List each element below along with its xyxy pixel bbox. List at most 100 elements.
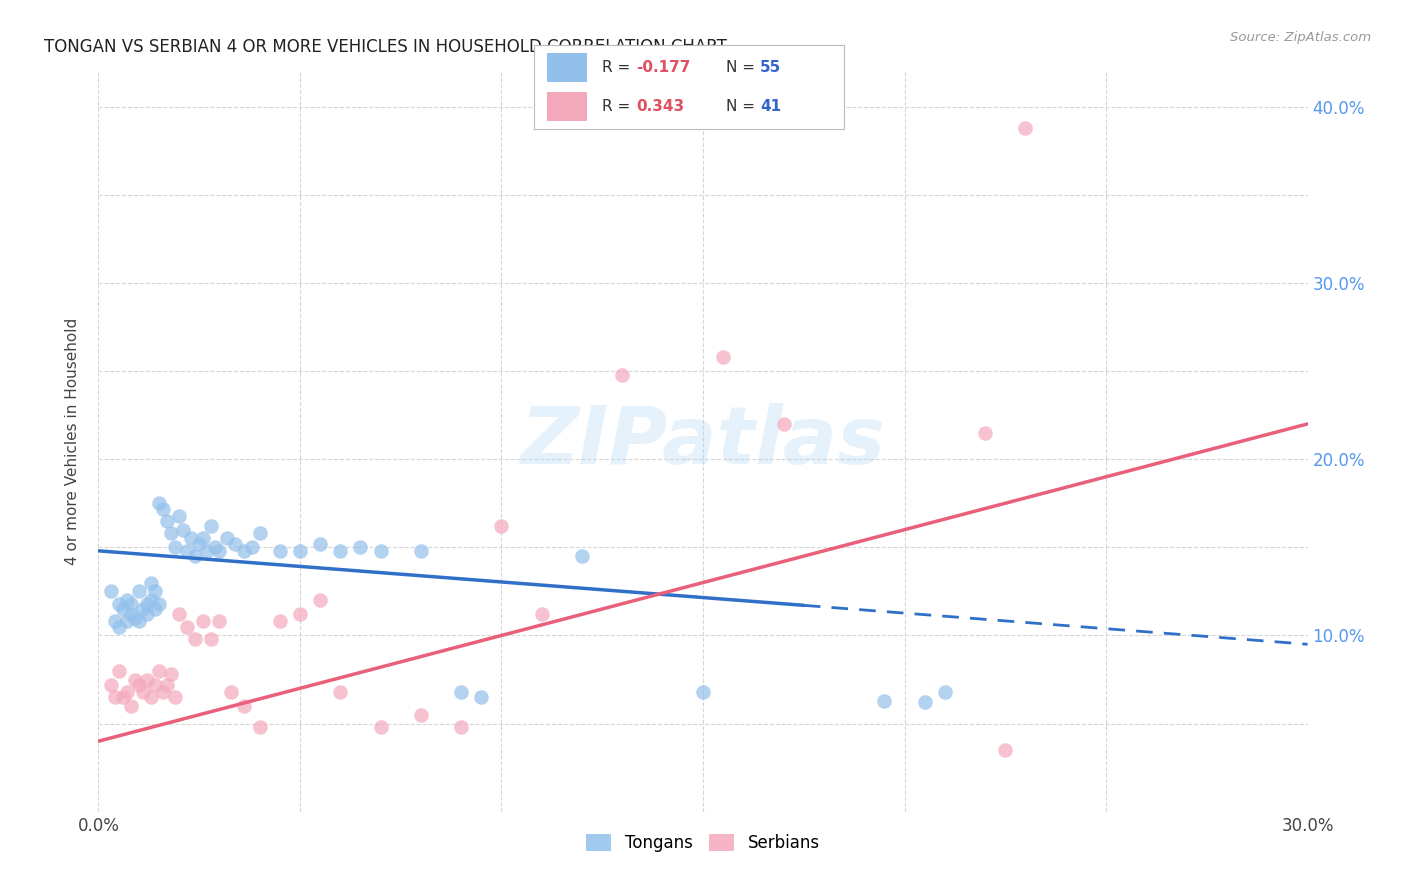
Point (124, 611, 146, 625)
Point (491, 519, 513, 533)
Text: TONGAN VS SERBIAN 4 OR MORE VEHICLES IN HOUSEHOLD CORRELATION CHART: TONGAN VS SERBIAN 4 OR MORE VEHICLES IN … (44, 38, 727, 56)
Point (111, 690, 134, 705)
Y-axis label: 4 or more Vehicles in Household: 4 or more Vehicles in Household (65, 318, 80, 566)
Point (103, 690, 125, 705)
Point (195, 544, 218, 558)
Point (329, 544, 352, 558)
Point (974, 425, 997, 440)
Point (148, 597, 170, 611)
Point (692, 685, 714, 699)
Text: ZIPatlas: ZIPatlas (520, 402, 886, 481)
Point (232, 698, 254, 713)
Point (163, 690, 186, 705)
Text: R =: R = (602, 99, 636, 114)
Point (103, 615, 125, 629)
Bar (547, 92, 586, 120)
Point (450, 685, 472, 699)
Point (152, 501, 174, 516)
Point (188, 537, 211, 551)
Point (135, 607, 157, 622)
Point (139, 575, 162, 590)
Point (530, 607, 553, 622)
Point (249, 526, 271, 541)
Point (409, 544, 432, 558)
Point (571, 549, 593, 563)
Point (167, 508, 190, 523)
Point (160, 526, 183, 541)
Point (288, 607, 311, 622)
Text: 55: 55 (761, 60, 782, 75)
Point (148, 664, 170, 678)
Point (711, 350, 734, 364)
Point (115, 685, 138, 699)
Point (107, 597, 129, 611)
Point (208, 544, 231, 558)
Text: N =: N = (725, 99, 759, 114)
Point (176, 619, 198, 633)
Point (132, 602, 155, 616)
Point (120, 698, 142, 713)
Point (224, 537, 246, 551)
Point (200, 632, 222, 646)
Point (115, 615, 138, 629)
Point (135, 597, 157, 611)
Point (409, 707, 432, 722)
Text: Source: ZipAtlas.com: Source: ZipAtlas.com (1230, 31, 1371, 45)
Point (143, 602, 166, 616)
Point (143, 584, 166, 599)
Point (156, 514, 179, 528)
Point (128, 584, 150, 599)
Point (160, 667, 183, 681)
Text: N =: N = (725, 60, 759, 75)
Point (269, 615, 291, 629)
Point (772, 417, 794, 431)
Point (143, 678, 166, 692)
Point (107, 664, 129, 678)
Point (100, 678, 122, 692)
Point (139, 593, 162, 607)
Point (934, 685, 956, 699)
Point (163, 541, 186, 555)
Point (370, 544, 392, 558)
Point (180, 532, 202, 546)
Point (204, 541, 226, 555)
Text: 41: 41 (761, 99, 782, 114)
Point (172, 523, 194, 537)
Point (217, 532, 239, 546)
Point (309, 593, 332, 607)
Point (107, 619, 129, 633)
Point (370, 720, 392, 734)
Legend: Tongans, Serbians: Tongans, Serbians (579, 828, 827, 859)
Point (148, 496, 170, 510)
Point (288, 544, 311, 558)
Point (232, 544, 254, 558)
Point (450, 720, 472, 734)
Point (309, 537, 332, 551)
Point (873, 694, 896, 708)
Point (249, 720, 271, 734)
Point (612, 368, 634, 382)
Point (120, 607, 142, 622)
Point (329, 685, 352, 699)
Point (132, 685, 155, 699)
Point (139, 690, 162, 705)
Point (1014, 120, 1036, 135)
Point (193, 615, 215, 629)
Text: R =: R = (602, 60, 636, 75)
Point (111, 602, 134, 616)
Point (221, 685, 243, 699)
Point (240, 541, 263, 555)
Point (128, 678, 150, 692)
Point (184, 549, 207, 563)
Point (184, 632, 207, 646)
Point (914, 695, 936, 709)
Point (152, 685, 174, 699)
Point (994, 743, 1017, 757)
Point (349, 541, 371, 555)
Point (100, 584, 122, 599)
Point (208, 615, 231, 629)
Point (135, 673, 157, 687)
Point (128, 615, 150, 629)
Point (176, 544, 198, 558)
Point (200, 519, 222, 533)
